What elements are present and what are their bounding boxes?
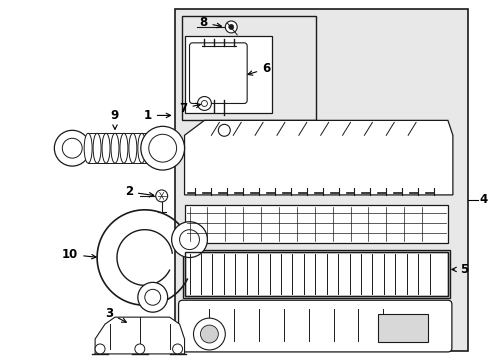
Circle shape	[138, 282, 167, 312]
Text: 7: 7	[179, 102, 200, 115]
Text: 2: 2	[124, 185, 153, 198]
Circle shape	[141, 126, 184, 170]
Circle shape	[193, 318, 225, 350]
Text: 4: 4	[479, 193, 487, 206]
Polygon shape	[95, 317, 184, 354]
Circle shape	[201, 100, 207, 107]
Text: 9: 9	[111, 109, 119, 129]
Bar	[182, 249, 449, 298]
Bar	[174, 9, 467, 351]
Circle shape	[95, 344, 105, 354]
Ellipse shape	[102, 133, 110, 163]
Bar	[184, 205, 447, 243]
Circle shape	[62, 138, 82, 158]
Ellipse shape	[111, 133, 119, 163]
Circle shape	[200, 325, 218, 343]
Bar	[378, 314, 427, 342]
Bar	[184, 252, 447, 296]
Ellipse shape	[146, 133, 154, 163]
Polygon shape	[184, 120, 452, 195]
Bar	[184, 36, 271, 113]
Ellipse shape	[120, 133, 128, 163]
FancyBboxPatch shape	[189, 43, 246, 103]
Circle shape	[54, 130, 90, 166]
Text: 3: 3	[104, 307, 126, 322]
Bar	[184, 252, 447, 296]
Ellipse shape	[84, 133, 92, 163]
Circle shape	[135, 344, 144, 354]
Bar	[181, 16, 315, 120]
Circle shape	[148, 134, 176, 162]
Ellipse shape	[129, 133, 137, 163]
Circle shape	[218, 124, 230, 136]
Text: 1: 1	[143, 109, 170, 122]
Circle shape	[197, 96, 211, 111]
Ellipse shape	[138, 133, 145, 163]
Text: 10: 10	[62, 248, 96, 261]
Circle shape	[228, 24, 233, 30]
Text: 8: 8	[199, 17, 221, 30]
Circle shape	[179, 230, 199, 249]
Circle shape	[172, 344, 182, 354]
Text: 6: 6	[247, 62, 270, 75]
FancyBboxPatch shape	[178, 300, 451, 352]
Circle shape	[155, 190, 167, 202]
Circle shape	[225, 21, 237, 33]
Text: 5: 5	[451, 263, 467, 276]
Ellipse shape	[93, 133, 101, 163]
Circle shape	[144, 289, 161, 305]
Circle shape	[171, 222, 207, 257]
